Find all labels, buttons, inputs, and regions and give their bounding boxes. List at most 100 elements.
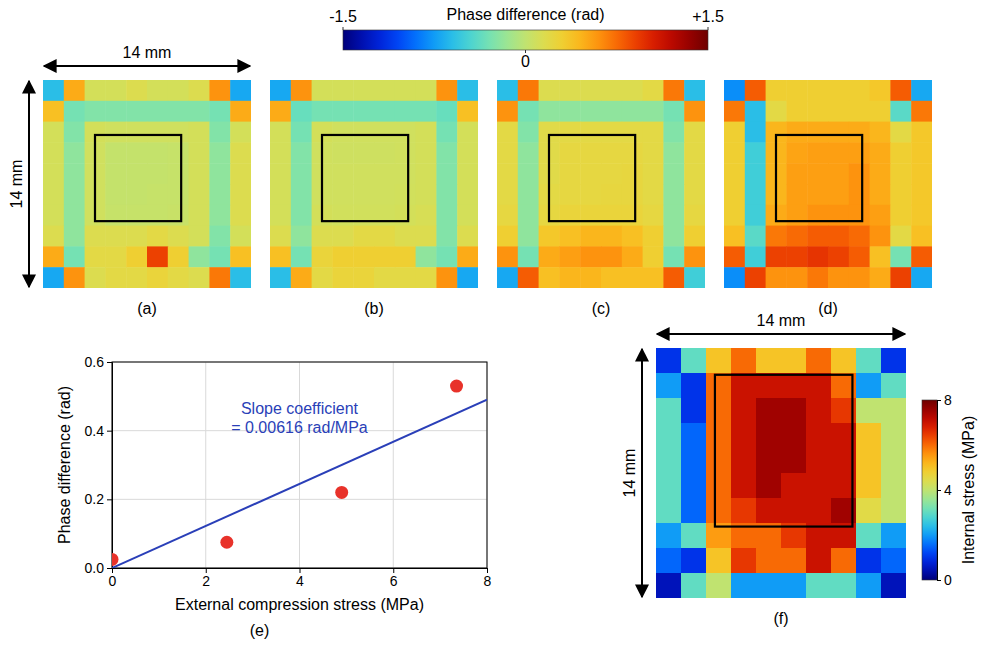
map-cell	[706, 573, 732, 598]
map-cell	[731, 448, 757, 474]
map-cell	[374, 205, 395, 226]
map-cell	[601, 142, 622, 163]
map-cell	[724, 267, 745, 288]
map-cell	[881, 523, 906, 549]
map-cell	[856, 373, 882, 399]
map-cell	[43, 101, 64, 122]
plot-background	[112, 362, 487, 568]
map-cell	[786, 101, 807, 122]
map-cell	[270, 80, 291, 101]
map-cell	[85, 267, 106, 288]
map-cell	[270, 163, 291, 184]
map-cell	[756, 348, 782, 374]
x-axis-tick: 6	[390, 568, 398, 589]
map-cell	[663, 205, 684, 226]
map-cell	[126, 205, 147, 226]
map-cell	[911, 163, 932, 184]
colorbar-title: Internal stress (MPa)	[960, 416, 977, 564]
map-cell	[601, 267, 622, 288]
map-cell	[724, 205, 745, 226]
map-cell	[807, 205, 828, 226]
tick-mark	[107, 431, 112, 432]
map-cell	[270, 142, 291, 163]
map-cell	[890, 122, 911, 143]
map-cell	[656, 523, 682, 549]
map-cell	[332, 267, 353, 288]
map-cell	[105, 80, 126, 101]
map-cell	[881, 573, 906, 598]
map-cell	[849, 226, 870, 247]
map-cell	[64, 80, 85, 101]
map-cell	[622, 205, 643, 226]
map-cell	[395, 246, 416, 267]
map-cell	[870, 163, 891, 184]
map-cell	[497, 226, 518, 247]
map-cell	[126, 163, 147, 184]
tick-label: 8	[484, 573, 492, 589]
map-cell	[656, 373, 682, 399]
map-cell	[43, 122, 64, 143]
map-cell	[332, 80, 353, 101]
map-cell	[622, 226, 643, 247]
map-cell	[189, 80, 210, 101]
map-cell	[457, 80, 478, 101]
map-cell	[786, 122, 807, 143]
map-cell	[745, 122, 766, 143]
map	[270, 80, 478, 288]
map-cell	[601, 101, 622, 122]
map-cell	[643, 142, 664, 163]
map-cell	[745, 142, 766, 163]
map-cell	[684, 205, 705, 226]
map-cell	[105, 246, 126, 267]
map-cell	[518, 142, 539, 163]
map-cell	[270, 205, 291, 226]
map-cell	[663, 226, 684, 247]
map-cell	[518, 246, 539, 267]
map-cell	[849, 122, 870, 143]
map-cell	[911, 267, 932, 288]
map-cell	[230, 122, 251, 143]
map-cell	[856, 498, 882, 524]
map-cell	[643, 246, 664, 267]
map-cell	[706, 448, 732, 474]
map-cell	[828, 122, 849, 143]
map-cell	[559, 267, 580, 288]
map-cell	[209, 163, 230, 184]
map-cell	[374, 163, 395, 184]
map-cell	[806, 423, 832, 449]
map-cell	[870, 184, 891, 205]
map-cell	[291, 267, 312, 288]
map-cell	[601, 122, 622, 143]
map-cell	[881, 398, 906, 424]
map-cell	[436, 101, 457, 122]
map-cell	[756, 398, 782, 424]
map-cell	[580, 142, 601, 163]
map-cell	[147, 246, 168, 267]
map-cell	[781, 548, 807, 574]
map-cell	[601, 205, 622, 226]
map-cell	[230, 184, 251, 205]
map-cell	[806, 348, 832, 374]
map-cell	[332, 246, 353, 267]
map-cell	[643, 205, 664, 226]
colorbar-title: Phase difference (rad)	[446, 6, 604, 23]
map-cell	[831, 548, 857, 574]
map-cell	[147, 184, 168, 205]
map-cell	[656, 348, 682, 374]
map-cell	[395, 205, 416, 226]
map-cell	[781, 498, 807, 524]
map-cell	[436, 122, 457, 143]
map-cell	[559, 246, 580, 267]
map-cell	[416, 80, 437, 101]
map-cell	[849, 267, 870, 288]
fit-line	[112, 400, 487, 568]
map-cell	[497, 122, 518, 143]
colorbar-tick: 0	[937, 572, 952, 588]
map-cell	[890, 205, 911, 226]
map-cell	[890, 184, 911, 205]
map-cell	[230, 142, 251, 163]
map-cell	[828, 205, 849, 226]
map-cell	[270, 267, 291, 288]
colorbar-tick: 4	[937, 482, 952, 498]
colorbar-tick-mark	[937, 490, 941, 491]
